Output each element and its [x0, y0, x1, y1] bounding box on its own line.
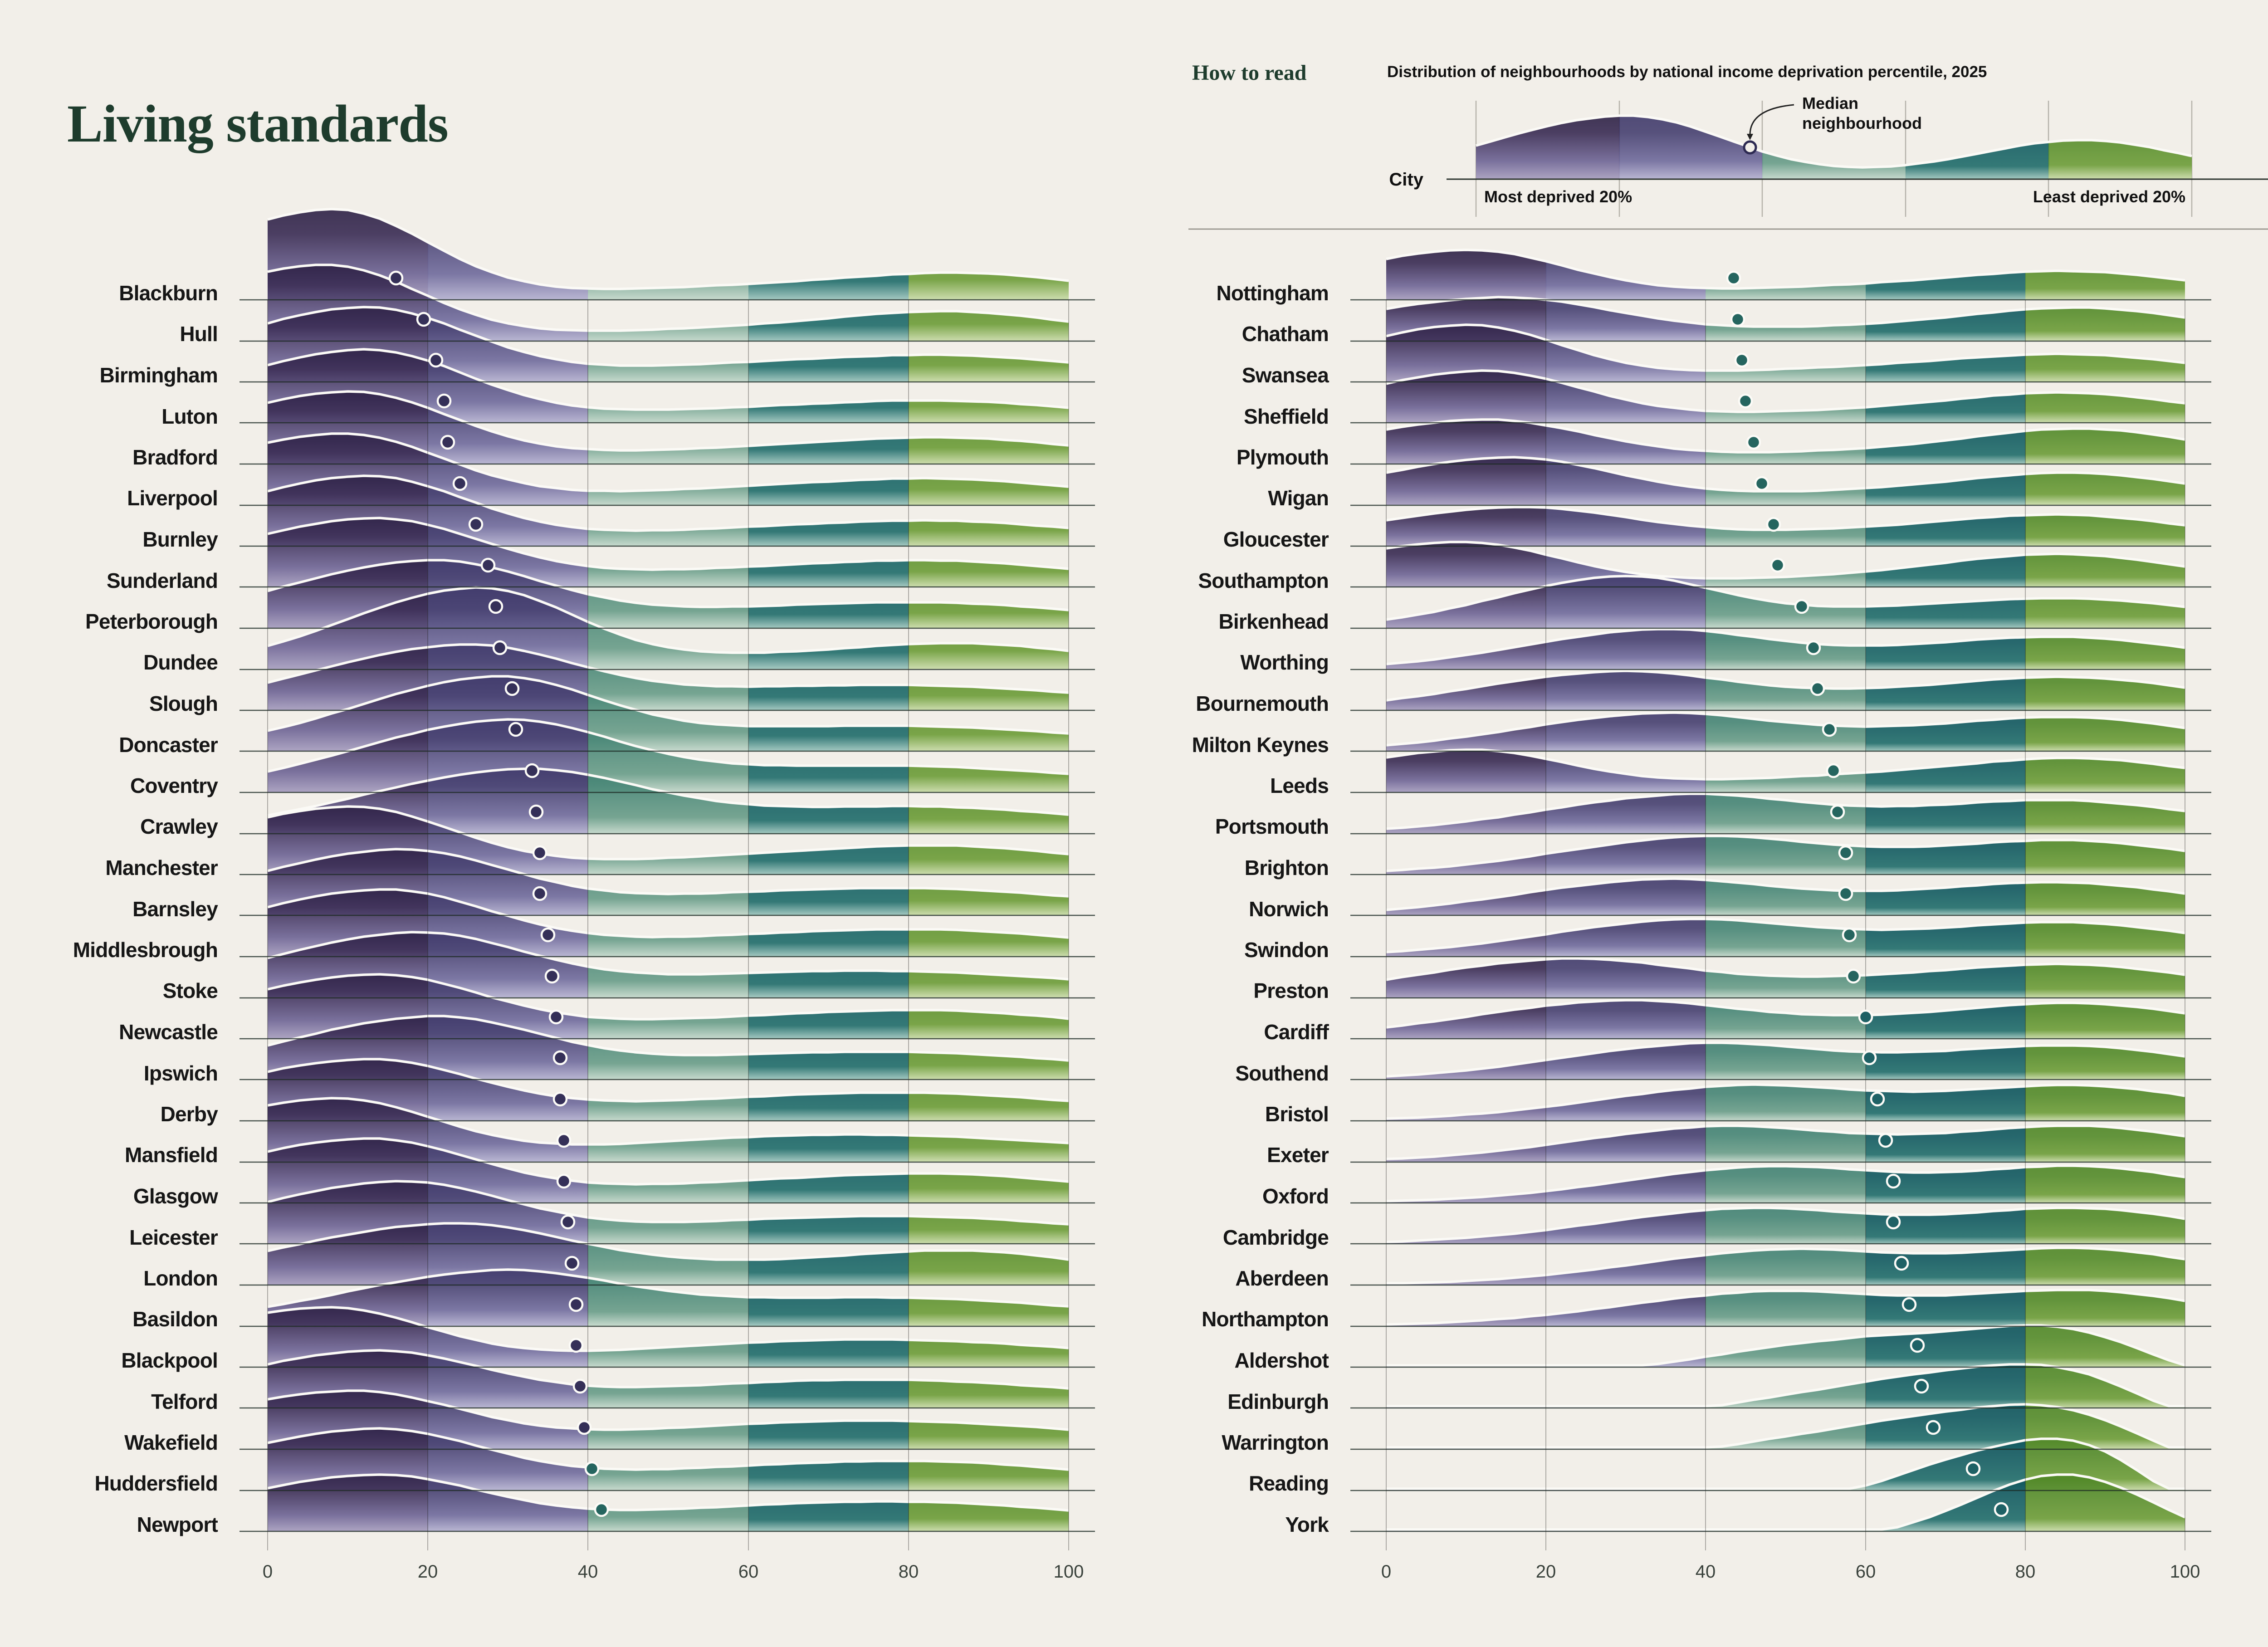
svg-text:Southend: Southend [1235, 1061, 1329, 1085]
svg-text:Glasgow: Glasgow [133, 1184, 218, 1208]
svg-text:Portsmouth: Portsmouth [1215, 815, 1329, 838]
svg-text:Exeter: Exeter [1267, 1143, 1329, 1167]
svg-text:Dundee: Dundee [143, 650, 218, 674]
svg-text:Bristol: Bristol [1265, 1102, 1329, 1126]
svg-text:Ipswich: Ipswich [144, 1061, 218, 1085]
svg-text:Swansea: Swansea [1242, 363, 1330, 387]
svg-text:Birmingham: Birmingham [100, 363, 218, 387]
svg-text:Norwich: Norwich [1249, 897, 1329, 921]
svg-text:Warrington: Warrington [1222, 1431, 1329, 1454]
svg-text:Stoke: Stoke [163, 979, 218, 1002]
svg-text:Blackpool: Blackpool [121, 1349, 218, 1372]
svg-text:Edinburgh: Edinburgh [1227, 1390, 1329, 1413]
svg-text:Sheffield: Sheffield [1244, 405, 1329, 428]
svg-text:Barnsley: Barnsley [132, 897, 218, 921]
svg-text:Cambridge: Cambridge [1223, 1226, 1329, 1249]
svg-text:Bournemouth: Bournemouth [1196, 692, 1329, 715]
svg-text:York: York [1285, 1513, 1329, 1536]
svg-text:Mansfield: Mansfield [125, 1143, 218, 1167]
svg-text:Worthing: Worthing [1240, 650, 1329, 674]
svg-text:Cardiff: Cardiff [1264, 1020, 1329, 1044]
svg-text:100: 100 [1054, 1562, 1084, 1582]
svg-text:Crawley: Crawley [140, 815, 218, 838]
svg-text:Aberdeen: Aberdeen [1235, 1266, 1329, 1290]
svg-text:Plymouth: Plymouth [1237, 445, 1329, 469]
svg-text:Oxford: Oxford [1262, 1184, 1329, 1208]
svg-text:Distribution of neighbourhoods: Distribution of neighbourhoods by nation… [1387, 63, 1987, 81]
svg-text:Nottingham: Nottingham [1216, 281, 1329, 305]
svg-text:Leeds: Leeds [1270, 774, 1329, 797]
svg-text:Median: Median [1802, 94, 1858, 112]
svg-text:Wakefield: Wakefield [124, 1431, 218, 1454]
svg-text:Swindon: Swindon [1244, 938, 1329, 962]
svg-text:Hull: Hull [180, 322, 218, 346]
svg-text:Derby: Derby [161, 1102, 219, 1126]
svg-text:20: 20 [1536, 1562, 1556, 1582]
svg-text:Brighton: Brighton [1245, 856, 1329, 880]
svg-text:Slough: Slough [149, 692, 218, 715]
svg-text:Coventry: Coventry [130, 774, 218, 797]
svg-text:0: 0 [1381, 1562, 1391, 1582]
svg-text:Bradford: Bradford [132, 445, 218, 469]
svg-text:40: 40 [578, 1562, 598, 1582]
svg-text:Reading: Reading [1249, 1471, 1329, 1495]
svg-text:Liverpool: Liverpool [127, 486, 218, 510]
svg-text:60: 60 [738, 1562, 759, 1582]
svg-text:Huddersfield: Huddersfield [94, 1471, 218, 1495]
svg-text:Leicester: Leicester [129, 1226, 218, 1249]
svg-text:60: 60 [1856, 1562, 1876, 1582]
svg-text:Basildon: Basildon [132, 1307, 218, 1331]
svg-text:Newport: Newport [137, 1513, 218, 1536]
svg-text:Sunderland: Sunderland [107, 569, 218, 592]
svg-text:Burnley: Burnley [142, 528, 218, 551]
svg-text:Milton Keynes: Milton Keynes [1192, 733, 1329, 757]
svg-text:Peterborough: Peterborough [85, 610, 218, 633]
svg-text:100: 100 [2170, 1562, 2200, 1582]
svg-text:20: 20 [418, 1562, 438, 1582]
svg-text:80: 80 [2015, 1562, 2036, 1582]
svg-text:Blackburn: Blackburn [119, 281, 218, 305]
svg-text:Manchester: Manchester [105, 856, 218, 880]
svg-text:80: 80 [899, 1562, 919, 1582]
svg-text:London: London [143, 1266, 218, 1290]
svg-text:Newcastle: Newcastle [119, 1020, 218, 1044]
svg-text:Birkenhead: Birkenhead [1218, 610, 1329, 633]
svg-text:Luton: Luton [161, 405, 218, 428]
svg-text:Living standards: Living standards [67, 94, 448, 153]
svg-text:Telford: Telford [151, 1390, 218, 1413]
svg-text:Northampton: Northampton [1202, 1307, 1329, 1331]
svg-text:Chatham: Chatham [1242, 322, 1329, 346]
svg-text:0: 0 [263, 1562, 273, 1582]
svg-text:40: 40 [1696, 1562, 1716, 1582]
svg-text:Doncaster: Doncaster [119, 733, 218, 757]
svg-text:City: City [1389, 170, 1423, 190]
svg-text:Preston: Preston [1253, 979, 1329, 1002]
svg-text:Wigan: Wigan [1268, 486, 1329, 510]
svg-text:Gloucester: Gloucester [1223, 528, 1329, 551]
svg-text:How to read: How to read [1192, 61, 1307, 85]
svg-text:Most deprived 20%: Most deprived 20% [1484, 187, 1632, 206]
svg-text:Least deprived 20%: Least deprived 20% [2033, 187, 2185, 206]
svg-text:Southampton: Southampton [1198, 569, 1329, 592]
svg-text:neighbourhood: neighbourhood [1802, 114, 1922, 132]
svg-text:Middlesbrough: Middlesbrough [73, 938, 218, 962]
svg-text:Aldershot: Aldershot [1235, 1349, 1329, 1372]
